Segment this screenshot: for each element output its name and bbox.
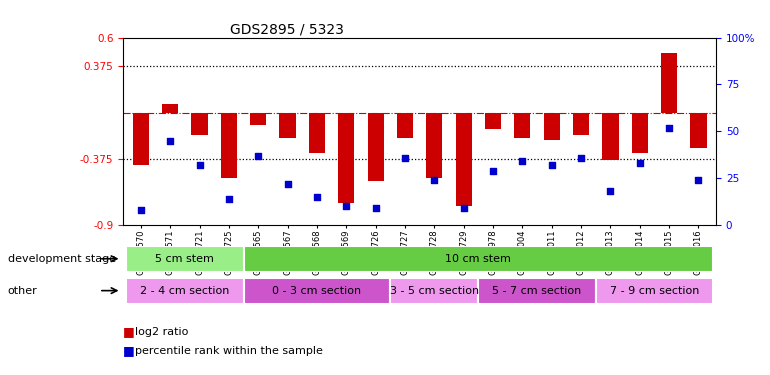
Bar <box>544 112 560 140</box>
Text: 5 cm stem: 5 cm stem <box>156 254 214 264</box>
Point <box>399 154 411 160</box>
Bar <box>485 112 501 129</box>
Point <box>370 205 382 211</box>
Point <box>575 154 588 160</box>
Bar <box>691 112 707 147</box>
Bar <box>631 112 648 153</box>
Point <box>164 138 176 144</box>
Point <box>634 160 646 166</box>
Bar <box>162 104 178 112</box>
Point <box>193 162 206 168</box>
Bar <box>338 112 354 202</box>
Bar <box>132 112 149 165</box>
Point <box>663 124 675 130</box>
Bar <box>126 278 243 304</box>
Text: 5 - 7 cm section: 5 - 7 cm section <box>493 286 581 296</box>
Bar <box>390 278 478 304</box>
Text: 2 - 4 cm section: 2 - 4 cm section <box>140 286 229 296</box>
Bar <box>221 112 237 177</box>
Bar <box>573 112 589 135</box>
Bar <box>280 112 296 138</box>
Text: 3 - 5 cm section: 3 - 5 cm section <box>390 286 479 296</box>
Point <box>428 177 440 183</box>
Text: percentile rank within the sample: percentile rank within the sample <box>135 346 323 355</box>
Text: log2 ratio: log2 ratio <box>135 327 188 337</box>
Bar <box>602 112 618 160</box>
Point <box>223 196 235 202</box>
Bar <box>367 112 383 181</box>
Point <box>457 205 470 211</box>
Bar <box>243 278 390 304</box>
Bar <box>250 112 266 125</box>
Bar <box>192 112 208 135</box>
Bar <box>456 112 472 206</box>
Point <box>311 194 323 200</box>
Text: other: other <box>8 286 38 296</box>
Bar <box>661 53 677 112</box>
Text: development stage: development stage <box>8 254 115 264</box>
Bar <box>243 246 713 272</box>
Bar <box>126 246 243 272</box>
Text: 7 - 9 cm section: 7 - 9 cm section <box>610 286 699 296</box>
Point <box>546 162 558 168</box>
Text: 0 - 3 cm section: 0 - 3 cm section <box>273 286 361 296</box>
Bar <box>397 112 413 138</box>
Point <box>487 168 499 174</box>
Bar <box>596 278 713 304</box>
Point <box>516 158 528 164</box>
Point <box>604 188 617 194</box>
Text: ■: ■ <box>123 344 135 357</box>
Point <box>340 203 353 209</box>
Point <box>692 177 705 183</box>
Text: 10 cm stem: 10 cm stem <box>445 254 511 264</box>
Bar <box>478 278 596 304</box>
Text: GDS2895 / 5323: GDS2895 / 5323 <box>230 22 343 36</box>
Point <box>281 181 293 187</box>
Bar <box>427 112 443 177</box>
Text: ■: ■ <box>123 326 135 338</box>
Point <box>135 207 147 213</box>
Point <box>252 153 264 159</box>
Bar <box>309 112 325 153</box>
Bar <box>514 112 531 138</box>
